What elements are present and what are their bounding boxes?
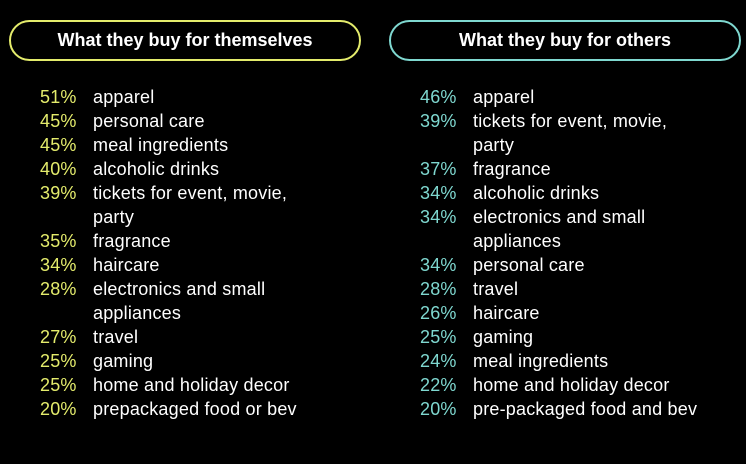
- list-item: 39% tickets for event, movie, party: [420, 109, 713, 157]
- list-item: 24% meal ingredients: [420, 349, 713, 373]
- item-label: tickets for event, movie, party: [473, 111, 668, 155]
- percent-value: 22%: [420, 375, 457, 395]
- list-item: 39% tickets for event, movie, party: [40, 181, 333, 229]
- percent-value: 37%: [420, 159, 457, 179]
- percent-value: 51%: [40, 87, 77, 107]
- percent-value: 24%: [420, 351, 457, 371]
- percent-value: 20%: [420, 399, 457, 419]
- percent-value: 45%: [40, 135, 77, 155]
- percent-value: 25%: [40, 351, 77, 371]
- item-label: alcoholic drinks: [473, 183, 600, 203]
- list-item: 35% fragrance: [40, 229, 333, 253]
- left-column: What they buy for themselves 51% apparel 4…: [9, 20, 361, 419]
- item-label: haircare: [473, 303, 540, 323]
- list-item: 25% gaming: [420, 325, 713, 349]
- percent-value: 40%: [40, 159, 77, 179]
- right-column: What they buy for others 46% apparel 39% ti…: [389, 20, 741, 419]
- list-item: 26% haircare: [420, 301, 713, 325]
- percent-value: 28%: [40, 279, 77, 299]
- item-label: travel: [473, 279, 519, 299]
- list-item: 40% alcoholic drinks: [40, 157, 333, 181]
- list-item: 34% alcoholic drinks: [420, 181, 713, 205]
- list-item: 34% personal care: [420, 253, 713, 277]
- list-item: 28% travel: [420, 277, 713, 301]
- item-label: meal ingredients: [93, 135, 229, 155]
- item-label: prepackaged food or bev: [93, 399, 297, 419]
- list-item: 46% apparel: [420, 85, 713, 109]
- list-item: 22% home and holiday decor: [420, 373, 713, 397]
- list-item: 34% haircare: [40, 253, 333, 277]
- percent-value: 45%: [40, 111, 77, 131]
- item-label: meal ingredients: [473, 351, 609, 371]
- list-item: 20% prepackaged food or bev: [40, 397, 333, 421]
- list-item: 34% electronics and small appliances: [420, 205, 713, 253]
- item-label: haircare: [93, 255, 160, 275]
- item-label: tickets for event, movie, party: [93, 183, 288, 227]
- left-title: What they buy for themselves: [57, 30, 313, 50]
- item-label: home and holiday decor: [93, 375, 290, 395]
- item-label: pre-packaged food and bev: [473, 399, 698, 419]
- percent-value: 34%: [420, 255, 457, 275]
- list-item: 28% electronics and small appliances: [40, 277, 333, 325]
- percent-value: 20%: [40, 399, 77, 419]
- percent-value: 35%: [40, 231, 77, 251]
- right-list: 46% apparel 39% tickets for event, movie, p…: [420, 85, 713, 421]
- list-item: 37% fragrance: [420, 157, 713, 181]
- list-item: 27% travel: [40, 325, 333, 349]
- percent-value: 46%: [420, 87, 457, 107]
- item-label: gaming: [93, 351, 154, 371]
- list-item: 25% gaming: [40, 349, 333, 373]
- item-label: apparel: [93, 87, 155, 107]
- item-label: fragrance: [473, 159, 551, 179]
- percent-value: 34%: [40, 255, 77, 275]
- percent-value: 27%: [40, 327, 77, 347]
- right-title: What they buy for others: [458, 30, 671, 50]
- item-label: home and holiday decor: [473, 375, 670, 395]
- item-label: personal care: [93, 111, 205, 131]
- list-item: 51% apparel: [40, 85, 333, 109]
- list-item: 45% personal care: [40, 109, 333, 133]
- item-label: travel: [93, 327, 139, 347]
- percent-value: 39%: [420, 111, 457, 131]
- percent-value: 34%: [420, 183, 457, 203]
- item-label: electronics and small appliances: [473, 207, 646, 251]
- percent-value: 25%: [420, 327, 457, 347]
- item-label: personal care: [473, 255, 585, 275]
- percent-value: 39%: [40, 183, 77, 203]
- item-label: gaming: [473, 327, 534, 347]
- list-item: 20% pre-packaged food and bev: [420, 397, 713, 421]
- percent-value: 26%: [420, 303, 457, 323]
- percent-value: 28%: [420, 279, 457, 299]
- list-item: 45% meal ingredients: [40, 133, 333, 157]
- percent-value: 25%: [40, 375, 77, 395]
- item-label: apparel: [473, 87, 535, 107]
- item-label: electronics and small appliances: [93, 279, 266, 323]
- percent-value: 34%: [420, 207, 457, 227]
- list-item: 25% home and holiday decor: [40, 373, 333, 397]
- item-label: fragrance: [93, 231, 171, 251]
- left-title-pill: What they buy for themselves: [9, 20, 361, 61]
- left-list: 51% apparel 45% personal care 45% meal ingred…: [40, 85, 333, 421]
- right-title-pill: What they buy for others: [389, 20, 741, 61]
- item-label: alcoholic drinks: [93, 159, 220, 179]
